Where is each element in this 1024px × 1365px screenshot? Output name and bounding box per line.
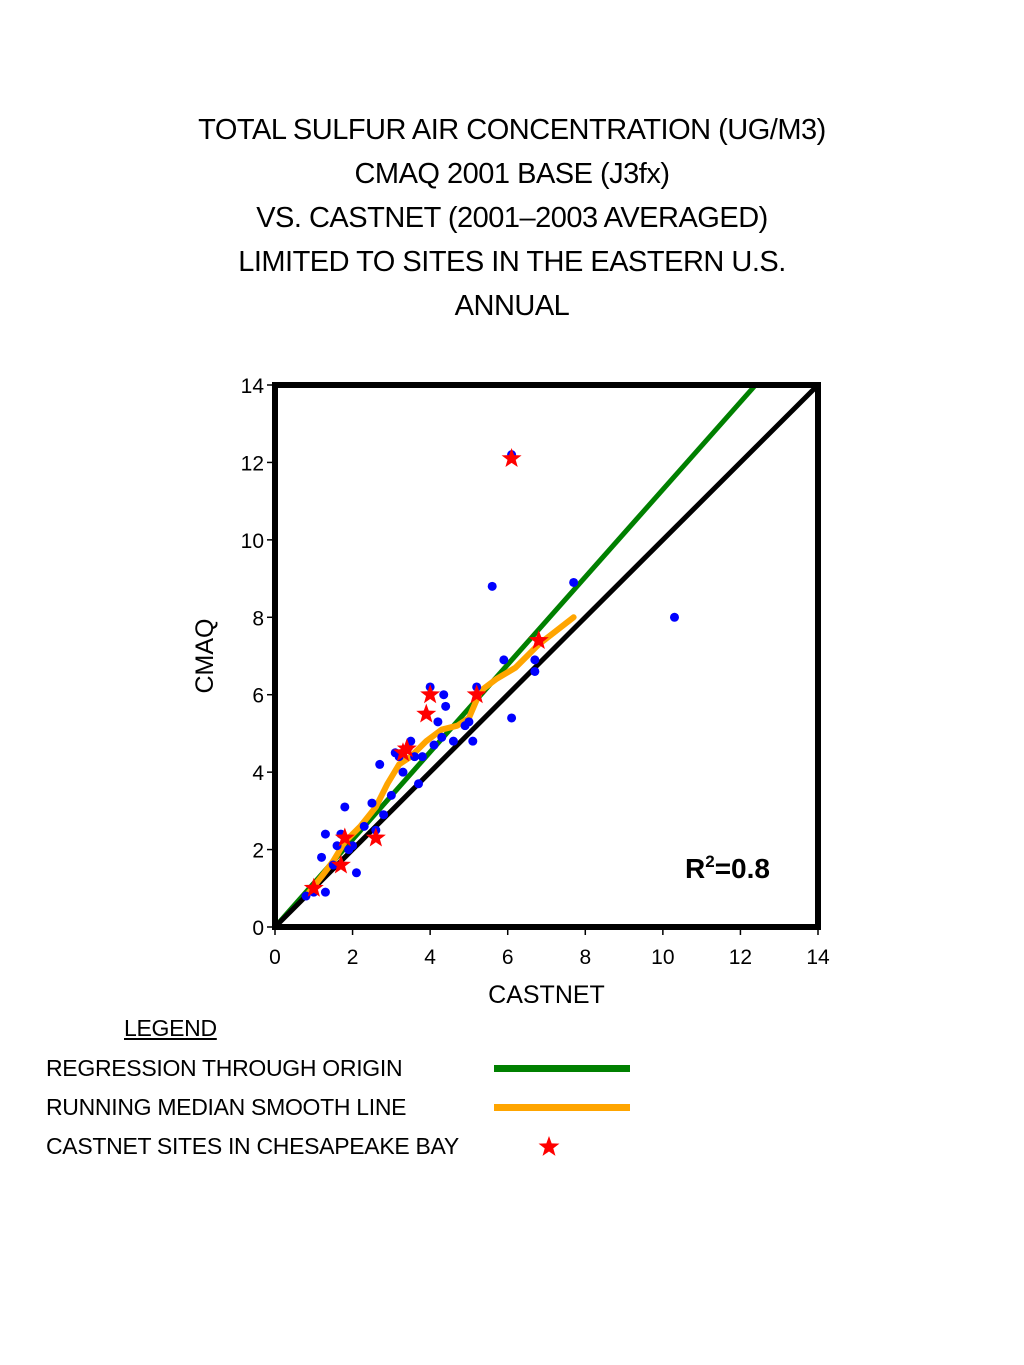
data-point [429,740,439,750]
smooth-median-line [303,614,577,900]
x-tick-label: 8 [579,946,591,969]
chesapeake-site-star [416,703,437,723]
legend-swatch-regression [494,1065,630,1072]
data-point [317,852,327,862]
data-point [669,612,679,622]
data-point [530,655,540,665]
r-squared-annotation: R2=0.8 [685,852,770,884]
y-tick-label: 4 [252,762,264,785]
legend-item-regression: REGRESSION THROUGH ORIGIN [46,1053,666,1083]
y-tick-label: 0 [252,917,264,940]
chesapeake-site-star [420,684,441,704]
data-point [441,701,451,711]
x-axis-label: CASTNET [488,981,605,1009]
data-point [487,581,497,591]
title-line-5: ANNUAL [454,290,570,322]
data-point [499,655,509,665]
data-point [398,767,408,777]
chesapeake-site-star [396,738,417,758]
legend-swatch-smooth [494,1104,630,1111]
y-tick-label: 10 [241,530,264,553]
chesapeake-site-star [330,854,351,874]
data-point [439,690,449,700]
data-point [386,790,396,800]
r-squared-value: =0.8 [715,853,770,884]
data-point [433,717,443,727]
legend-label-chesapeake: CASTNET SITES IN CHESAPEAKE BAY [46,1133,459,1159]
data-point [410,752,420,762]
y-axis-label: CMAQ [191,619,219,694]
data-point [468,736,478,746]
x-tick-label: 10 [651,946,674,969]
chesapeake-site-star [334,827,355,847]
y-tick-label: 12 [241,452,264,475]
x-tick-label: 4 [424,946,436,969]
data-point [379,810,389,820]
data-point [437,732,447,742]
chesapeake-site-star [466,684,487,704]
x-tick-label: 12 [729,946,752,969]
title-line-3: VS. CASTNET (2001–2003 AVERAGED) [256,202,768,234]
y-tick-label: 8 [252,607,264,630]
chesapeake-site-star [365,827,386,847]
x-tick-label: 0 [269,946,281,969]
x-tick-label: 2 [347,946,359,969]
x-tick-label: 6 [502,946,514,969]
data-point [464,717,474,727]
data-point [507,713,517,723]
data-point [448,736,458,746]
data-point [359,821,369,831]
chesapeake-stars-layer [303,448,549,897]
axes-layer: 0 2 4 6 8 10 12 14 0 2 4 6 8 10 12 14 [241,375,830,969]
data-point [301,891,311,901]
title-line-2: CMAQ 2001 BASE (J3fx) [354,158,670,190]
chesapeake-site-star [303,877,324,897]
data-point [375,759,385,769]
data-point [320,829,330,839]
legend: LEGEND REGRESSION THROUGH ORIGIN RUNNING… [46,1015,686,1175]
legend-heading: LEGEND [124,1015,217,1041]
legend-item-smooth: RUNNING MEDIAN SMOOTH LINE [46,1092,666,1122]
legend-star-icon [538,1136,560,1156]
y-tick-label: 2 [252,840,264,863]
y-tick-label: 14 [241,375,265,398]
data-point [530,666,540,676]
chart-title: TOTAL SULFUR AIR CONCENTRATION (UG/M3) C… [0,108,1024,328]
data-point [569,577,579,587]
data-point [332,841,342,851]
regression-line [273,383,758,929]
x-tick-label: 14 [806,946,830,969]
chesapeake-site-star [528,630,549,650]
data-point [320,887,330,897]
plot-frame [272,382,821,930]
legend-label-smooth: RUNNING MEDIAN SMOOTH LINE [46,1094,407,1120]
r-squared-base: R [685,853,705,884]
data-point [414,779,424,789]
data-point [340,802,350,812]
data-point [351,868,361,878]
data-point [367,798,377,808]
line-layer [273,383,820,929]
title-line-4: LIMITED TO SITES IN THE EASTERN U.S. [238,246,786,278]
y-tick-label: 6 [252,685,264,708]
chesapeake-site-star [501,448,522,468]
legend-label-regression: REGRESSION THROUGH ORIGIN [46,1055,403,1081]
points-layer [301,450,679,901]
data-point [348,841,358,851]
data-point [417,752,427,762]
identity-line [273,383,820,929]
legend-item-chesapeake: CASTNET SITES IN CHESAPEAKE BAY [46,1131,666,1161]
r-squared-sup: 2 [705,852,714,871]
title-line-1: TOTAL SULFUR AIR CONCENTRATION (UG/M3) [198,114,826,146]
